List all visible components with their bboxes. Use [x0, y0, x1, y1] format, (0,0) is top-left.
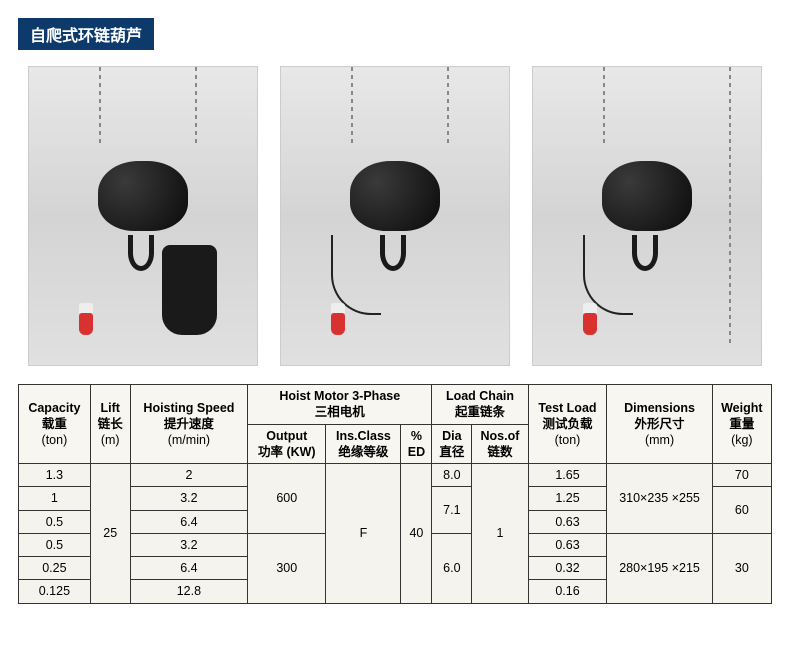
- th-capacity: Capacity载重(ton): [19, 385, 91, 464]
- spec-table: Capacity载重(ton) Lift链长(m) Hoisting Speed…: [18, 384, 772, 604]
- th-lift: Lift链长(m): [90, 385, 130, 464]
- th-ed: %ED: [401, 424, 432, 464]
- th-ins: Ins.Class绝缘等级: [326, 424, 401, 464]
- th-chain: Load Chain起重链条: [432, 385, 528, 425]
- product-gallery: [18, 66, 772, 366]
- product-image-3: [532, 66, 762, 366]
- th-test: Test Load测试负载(ton): [528, 385, 607, 464]
- th-weight: Weight重量(kg): [712, 385, 771, 464]
- th-dia: Dia直径: [432, 424, 472, 464]
- table-row: 1.3 25 2 600 F 40 8.0 1 1.65 310×235 ×25…: [19, 464, 772, 487]
- th-dim: Dimensions外形尺寸(mm): [607, 385, 712, 464]
- product-image-1: [28, 66, 258, 366]
- th-speed: Hoisting Speed提升速度(m/min): [130, 385, 247, 464]
- th-output: Output功率 (KW): [248, 424, 326, 464]
- page-title: 自爬式环链葫芦: [18, 18, 154, 50]
- product-image-2: [280, 66, 510, 366]
- th-nos: Nos.of链数: [472, 424, 528, 464]
- th-motor: Hoist Motor 3-Phase三相电机: [248, 385, 432, 425]
